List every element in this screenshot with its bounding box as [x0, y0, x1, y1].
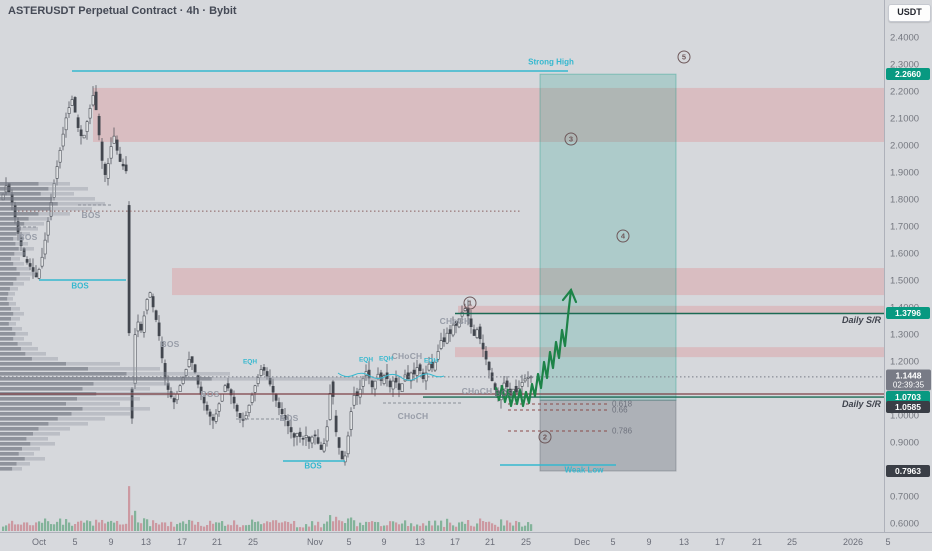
- time-label: 5: [346, 537, 352, 547]
- time-label: Oct: [31, 537, 47, 547]
- time-label: 25: [786, 537, 798, 547]
- price-tag-1.0585: 1.0585: [886, 401, 930, 413]
- price-tick: 2.1000: [890, 113, 920, 125]
- chart-canvas[interactable]: BOS BOS BOS BOS BOS BOS CHoCH CHoCH CHoCH CHoCH EQ…: [0, 0, 884, 532]
- candle-countdown: 02:39:35: [892, 380, 925, 390]
- projection-arrow-head: [561, 287, 578, 304]
- price-tag-1.3796: 1.3796: [886, 307, 930, 319]
- price-tag-1.0703: 1.0703: [886, 391, 930, 403]
- eqh-label: EQH: [358, 356, 374, 364]
- time-axis[interactable]: Oct 5 9 13 17 21 25 Nov 5 9 13 17 21 25 Dec 5 9 13 17 21 25 2…: [0, 532, 932, 551]
- price-tag-0.7963: 0.7963: [886, 465, 930, 477]
- eqh-label: EQH: [242, 358, 258, 366]
- price-tick: 1.5000: [890, 275, 920, 287]
- fib-label-0.618: 0.618: [612, 399, 633, 409]
- weak-low-label: Weak Low: [564, 465, 604, 475]
- bos-label: BOS: [494, 388, 514, 398]
- price-tag-2.2660: 2.2660: [886, 68, 930, 80]
- time-label: Nov: [306, 537, 324, 547]
- bos-label: BOS: [81, 210, 101, 220]
- time-label: 17: [449, 537, 461, 547]
- time-label: 5: [72, 537, 78, 547]
- price-tick: 1.6000: [890, 248, 920, 260]
- daily-sr-label: Daily S/R: [841, 399, 881, 409]
- price-tick: 2.3000: [890, 59, 920, 71]
- time-label: 5: [885, 537, 891, 547]
- fib-label-0.786: 0.786: [612, 426, 633, 436]
- volume-layer: [2, 486, 533, 531]
- projection-arrow: [494, 288, 573, 408]
- price-tick: 1.2000: [890, 356, 920, 368]
- time-label: 5: [610, 537, 616, 547]
- time-label: 25: [247, 537, 259, 547]
- long-position-stop-box: [539, 399, 677, 472]
- bos-label: BOS: [160, 339, 180, 349]
- time-label: 9: [108, 537, 114, 547]
- time-label: 2026: [842, 537, 864, 547]
- numbered-marker-3: 3: [564, 132, 578, 146]
- long-position-profit-box: [539, 73, 677, 401]
- price-tick: 1.3000: [890, 329, 920, 341]
- price-tick: 0.6000: [890, 518, 920, 530]
- price-tick: 2.2000: [890, 86, 920, 98]
- supply-1.38-1.41: [458, 305, 884, 314]
- supply-1.45-1.55: [172, 268, 884, 296]
- strong-high-label: Strong High: [528, 57, 574, 67]
- daily-sr-label: Daily S/R: [841, 315, 881, 325]
- numbered-marker-1: 1: [463, 296, 477, 310]
- eqh-label: EQH: [378, 355, 394, 363]
- time-label: 21: [751, 537, 763, 547]
- choch-label: CHoCH: [461, 386, 493, 396]
- time-label: 25: [520, 537, 532, 547]
- time-label: 13: [414, 537, 426, 547]
- equal-highs-wavy-line: [337, 372, 445, 381]
- bos-label: BOS: [279, 413, 299, 423]
- price-tick: 1.8000: [890, 194, 920, 206]
- bos-cyan-label: BOS: [71, 281, 89, 291]
- choch-label: CHoCH: [439, 316, 471, 326]
- bos-cyan-label: BOS: [304, 461, 322, 471]
- numbered-marker-2: 2: [538, 430, 552, 444]
- supply-2.01-2.22: [93, 87, 884, 142]
- fib-label-0.66: 0.66: [612, 405, 628, 415]
- price-axis[interactable]: USDT 2.4000 2.3000 2.2000 2.1000 2.0000 1.900…: [884, 0, 932, 532]
- time-label: 13: [678, 537, 690, 547]
- eqh-label: EQH: [423, 357, 439, 365]
- time-label: 9: [646, 537, 652, 547]
- price-tick: 0.7000: [890, 491, 920, 503]
- choch-label: CHoCH: [397, 411, 429, 421]
- numbered-marker-5: 5: [677, 50, 691, 64]
- volume-profile-layer: [0, 182, 385, 471]
- choch-label: CHoCH: [391, 351, 423, 361]
- price-tick: 1.7000: [890, 221, 920, 233]
- time-label: 17: [176, 537, 188, 547]
- chart-svg: [0, 70, 884, 531]
- last-price-tag: 1.1448 02:39:35: [886, 369, 931, 391]
- last-price-value: 1.1448: [895, 370, 922, 381]
- time-label: 21: [211, 537, 223, 547]
- time-label: 9: [381, 537, 387, 547]
- time-label: Dec: [573, 537, 591, 547]
- time-label: 17: [714, 537, 726, 547]
- currency-toggle-button[interactable]: USDT: [888, 4, 931, 22]
- price-tick: 0.9000: [890, 437, 920, 449]
- bos-label: BOS: [18, 232, 38, 242]
- time-label: 13: [140, 537, 152, 547]
- price-tick: 2.0000: [890, 140, 920, 152]
- time-label: 21: [484, 537, 496, 547]
- supply-1.22-1.26: [455, 347, 884, 358]
- bos-label: BOS: [200, 389, 220, 399]
- numbered-marker-4: 4: [616, 229, 630, 243]
- price-tick: 2.4000: [890, 32, 920, 44]
- price-tick: 1.9000: [890, 167, 920, 179]
- symbol-title[interactable]: ASTERUSDT Perpetual Contract · 4h · Bybi…: [8, 5, 237, 17]
- price-tick: 1.0000: [890, 410, 920, 422]
